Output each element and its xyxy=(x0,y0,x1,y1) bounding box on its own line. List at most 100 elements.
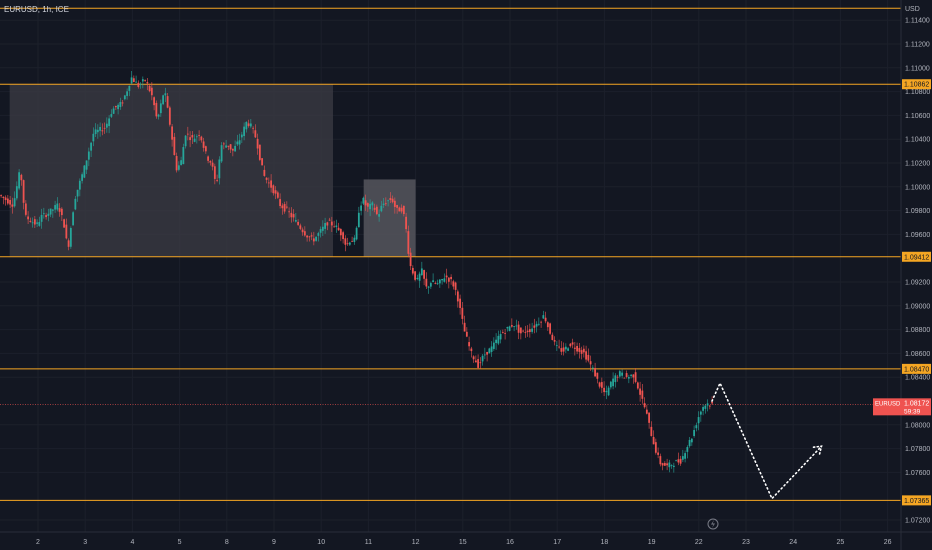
candle-body xyxy=(621,372,623,376)
candle-body xyxy=(445,275,448,278)
candle-body xyxy=(686,447,689,452)
candle-body xyxy=(0,195,2,197)
x-tick-label: 8 xyxy=(225,539,229,546)
candle-body xyxy=(706,403,709,406)
candle-body xyxy=(324,223,326,229)
candle-body xyxy=(364,200,367,206)
candle-body xyxy=(387,200,389,202)
y-axis-ticks: 1.11400 1.11200 1.11000 1.10800 1.10600 1.104… xyxy=(905,18,930,525)
candle-body xyxy=(301,229,304,233)
candle-body xyxy=(319,229,322,233)
candle-body xyxy=(33,219,36,225)
candle-body xyxy=(18,172,20,189)
candle-body xyxy=(391,198,394,203)
candle-body xyxy=(69,227,72,247)
candle-body xyxy=(265,177,268,180)
candle-body xyxy=(261,158,263,166)
candle-body xyxy=(321,226,324,231)
candle-body xyxy=(447,277,450,282)
candle-body xyxy=(452,281,455,287)
candle-body xyxy=(513,326,515,327)
candle-body xyxy=(96,129,99,133)
level-tag-1: 1.09412 xyxy=(904,254,929,261)
candle-body xyxy=(279,199,281,207)
x-tick-label: 10 xyxy=(317,539,325,546)
candle-body xyxy=(204,146,207,152)
candle-body xyxy=(234,145,236,152)
candle-body xyxy=(423,270,425,279)
candle-body xyxy=(587,354,590,361)
candle-body xyxy=(11,204,14,207)
candle-body xyxy=(704,405,707,409)
candle-body xyxy=(544,317,547,322)
candle-countdown: 59:39 xyxy=(904,408,921,415)
candle-body xyxy=(220,145,223,162)
candle-body xyxy=(153,97,155,106)
x-tick-label: 17 xyxy=(553,539,561,546)
candle-body xyxy=(119,101,122,107)
candle-body xyxy=(463,322,466,332)
candle-body xyxy=(348,242,351,245)
candle-body xyxy=(249,123,252,127)
level-tag-bg xyxy=(902,251,931,262)
projection-layer xyxy=(711,381,823,500)
candle-body xyxy=(569,343,572,347)
candle-body xyxy=(330,221,333,226)
candle-body xyxy=(600,382,603,388)
candle-body xyxy=(389,198,392,201)
candle-body xyxy=(432,280,434,283)
zone-rect-0 xyxy=(9,84,334,257)
candle-body xyxy=(81,174,83,181)
candle-body xyxy=(276,192,279,198)
candle-body xyxy=(58,208,61,212)
x-tick-label: 16 xyxy=(506,539,514,546)
candle-body xyxy=(312,238,315,242)
candle-body xyxy=(695,425,698,429)
y-tick-label: 1.07200 xyxy=(905,518,930,525)
level-layer xyxy=(0,7,901,501)
candle-body xyxy=(162,95,164,105)
x-tick-label: 26 xyxy=(884,539,892,546)
y-tick-label: 1.10200 xyxy=(905,161,930,168)
candle-body xyxy=(546,322,549,328)
y-tick-label: 1.09800 xyxy=(905,208,930,215)
candle-body xyxy=(438,279,441,284)
candle-body xyxy=(456,291,459,302)
x-tick-label: 9 xyxy=(272,539,276,546)
x-tick-label: 3 xyxy=(83,539,87,546)
candle-body xyxy=(9,199,11,205)
x-tick-label: 5 xyxy=(178,539,182,546)
candle-body xyxy=(380,205,383,212)
candle-body xyxy=(47,213,50,216)
candle-body xyxy=(688,439,691,447)
candle-body xyxy=(609,381,612,388)
candle-body xyxy=(648,412,650,423)
candle-body xyxy=(585,351,587,360)
candle-body xyxy=(252,127,254,129)
candle-body xyxy=(146,82,149,84)
candle-body xyxy=(195,136,198,138)
candle-body xyxy=(605,390,608,393)
candle-body xyxy=(571,342,574,345)
candle-body xyxy=(294,220,297,222)
x-axis-ticks: 2 3 4 5 8 9 10 11 12 15 16 17 18 19 22 23 24 25 26 xyxy=(36,539,892,546)
y-tick-label: 1.11400 xyxy=(905,18,930,25)
candle-body xyxy=(157,114,160,117)
candle-body xyxy=(400,207,403,212)
candle-body xyxy=(573,347,576,349)
candle-body xyxy=(141,79,144,82)
price-badge-bg xyxy=(873,398,901,416)
candle-body xyxy=(641,390,644,399)
candle-body xyxy=(643,403,646,408)
candle-body xyxy=(684,453,686,459)
lightning-icon[interactable] xyxy=(707,518,719,530)
candle-body xyxy=(537,323,540,325)
candle-body xyxy=(427,286,430,288)
candle-body xyxy=(470,348,473,352)
candle-body xyxy=(429,283,432,287)
price-value-bg xyxy=(901,398,931,416)
candle-body xyxy=(342,232,344,240)
candle-body xyxy=(681,456,684,460)
y-tick-label: 1.08400 xyxy=(905,375,930,382)
